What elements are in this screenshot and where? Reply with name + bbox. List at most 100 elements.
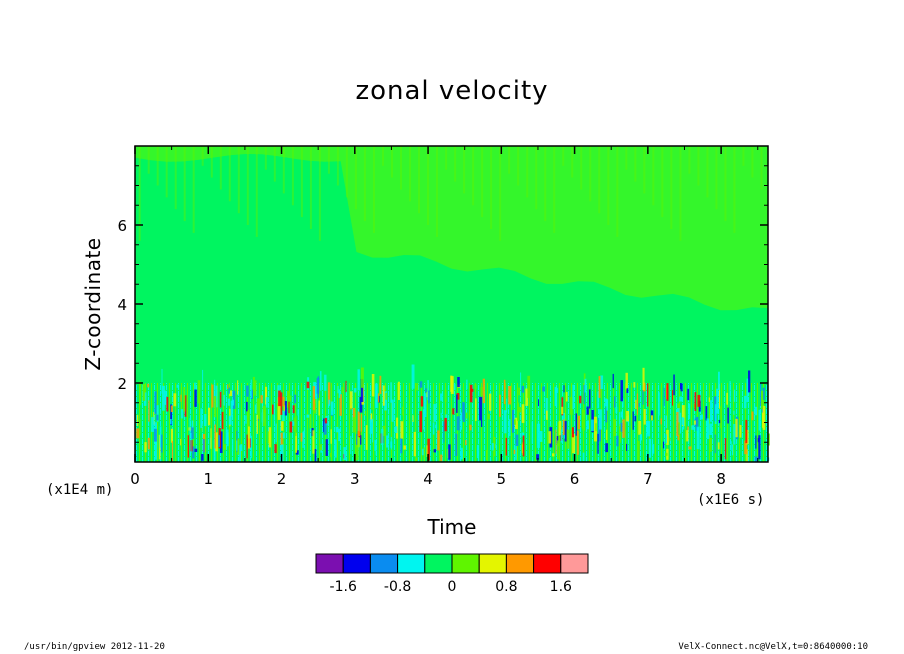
field-cell xyxy=(339,394,342,416)
field-cell xyxy=(518,387,520,396)
field-streak xyxy=(174,146,177,210)
x-tick-label: 0 xyxy=(130,470,140,488)
field-cell xyxy=(437,430,440,451)
field-cell xyxy=(319,371,322,391)
field-cell xyxy=(164,395,167,405)
field-cell xyxy=(197,380,201,404)
field-cell xyxy=(246,434,248,459)
field-cell xyxy=(680,383,683,392)
field-streak xyxy=(733,146,736,233)
x-axis-unit: (x1E6 s) xyxy=(697,492,765,508)
field-cell xyxy=(277,397,281,420)
field-cell xyxy=(382,425,386,436)
field-cell xyxy=(423,393,427,417)
field-cell xyxy=(589,389,591,409)
field-cell xyxy=(316,377,320,394)
y-axis-unit: (x1E4 m) xyxy=(46,482,114,498)
field-cell xyxy=(518,407,522,413)
field-cell xyxy=(379,375,382,394)
field-cell xyxy=(561,397,564,416)
field-cell xyxy=(180,409,184,419)
field-cell xyxy=(262,405,265,427)
field-cell xyxy=(546,410,548,420)
field-cell xyxy=(440,412,442,418)
field-streak xyxy=(192,146,195,233)
field-cell xyxy=(638,420,642,435)
field-cell xyxy=(598,417,601,442)
field-cell xyxy=(335,426,339,433)
field-cell xyxy=(365,425,368,450)
field-cell xyxy=(433,403,436,422)
field-cell xyxy=(382,385,385,406)
field-cell xyxy=(489,393,492,411)
field-cell xyxy=(739,425,742,438)
field-cell xyxy=(230,400,233,417)
field-cell xyxy=(202,369,204,390)
field-cell xyxy=(360,435,362,445)
field-cell xyxy=(214,424,216,449)
field-cell xyxy=(214,379,216,403)
field-cell xyxy=(453,383,456,391)
field-cell xyxy=(508,419,511,437)
field-cell xyxy=(306,381,310,389)
field-cell xyxy=(427,438,430,461)
heatmap-field xyxy=(135,146,770,462)
field-cell xyxy=(582,409,585,431)
field-cell xyxy=(754,406,758,416)
field-cell xyxy=(312,386,315,411)
field-cell xyxy=(572,434,575,454)
field-streak xyxy=(147,146,150,174)
field-cell xyxy=(714,404,717,424)
field-cell xyxy=(536,454,540,460)
field-cell xyxy=(706,418,710,439)
field-cell xyxy=(571,427,574,438)
field-cell xyxy=(338,389,341,398)
field-cell xyxy=(503,410,507,434)
field-cell xyxy=(334,439,337,458)
field-cell xyxy=(679,396,683,402)
x-tick-label: 6 xyxy=(570,470,580,488)
field-cell xyxy=(147,383,150,388)
field-cell xyxy=(191,420,194,428)
field-cell xyxy=(156,405,159,422)
field-cell xyxy=(745,419,748,444)
field-cell xyxy=(647,383,649,407)
field-cell xyxy=(323,421,327,435)
field-streak xyxy=(363,146,366,222)
field-cell xyxy=(246,401,248,412)
field-cell xyxy=(313,399,317,414)
x-tick-label: 8 xyxy=(716,470,726,488)
field-cell xyxy=(268,427,271,448)
field-cell xyxy=(386,435,389,448)
field-cell xyxy=(445,414,448,420)
field-cell xyxy=(651,415,653,421)
field-streak xyxy=(661,146,664,218)
field-cell xyxy=(353,388,357,393)
field-cell xyxy=(161,434,163,453)
field-cell xyxy=(718,371,720,391)
field-cell xyxy=(586,406,589,415)
field-cell xyxy=(576,430,579,455)
field-cell xyxy=(521,432,525,437)
field-cell xyxy=(475,398,477,421)
field-cell xyxy=(669,437,671,441)
field-streak xyxy=(679,146,682,241)
field-cell xyxy=(136,414,139,426)
field-cell xyxy=(171,441,174,462)
field-cell xyxy=(227,384,229,389)
field-cell xyxy=(425,388,427,393)
field-cell xyxy=(515,434,519,446)
field-cell xyxy=(288,401,290,414)
field-streak xyxy=(309,146,312,229)
field-streak xyxy=(517,146,520,186)
field-cell xyxy=(583,384,585,405)
field-streak xyxy=(445,146,448,170)
x-tick-label: 5 xyxy=(497,470,507,488)
field-cell xyxy=(374,439,376,451)
field-cell xyxy=(413,431,416,457)
field-cell xyxy=(294,394,296,404)
field-cell xyxy=(633,382,636,388)
field-cell xyxy=(456,394,458,413)
colorbar-tick-label: 0 xyxy=(448,579,457,595)
field-cell xyxy=(411,364,415,389)
